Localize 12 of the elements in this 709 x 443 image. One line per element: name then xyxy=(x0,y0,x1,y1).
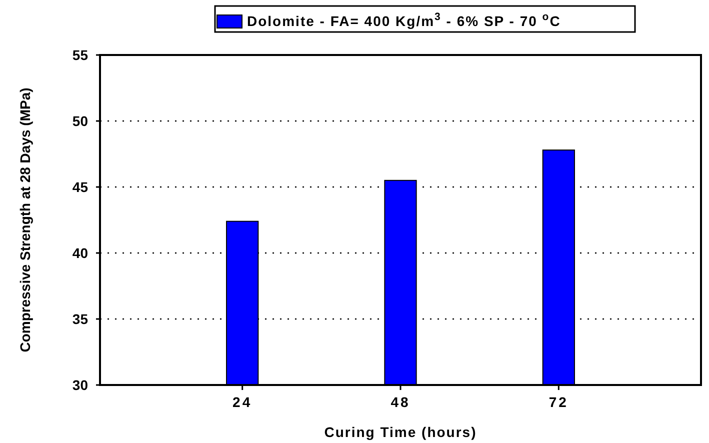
y-tick-label: 35 xyxy=(72,310,88,327)
x-tick-label: 72 xyxy=(548,394,568,410)
y-axis-title: Compressive Strength at 28 Days (MPa) xyxy=(17,88,33,352)
x-axis-title: Curing Time (hours) xyxy=(324,424,477,440)
x-tick-label: 24 xyxy=(232,394,252,410)
y-tick-label: 55 xyxy=(72,46,88,63)
x-tick-label: 48 xyxy=(390,394,410,410)
y-tick-label: 50 xyxy=(72,112,88,129)
y-tick-label: 45 xyxy=(72,178,88,195)
legend-label: Dolomite - FA= 400 Kg/m$^{3}$ - 6% SP - 70 $^{o}$C xyxy=(247,11,561,29)
y-tick-label: 40 xyxy=(72,244,88,261)
y-tick-label: 30 xyxy=(72,376,88,393)
